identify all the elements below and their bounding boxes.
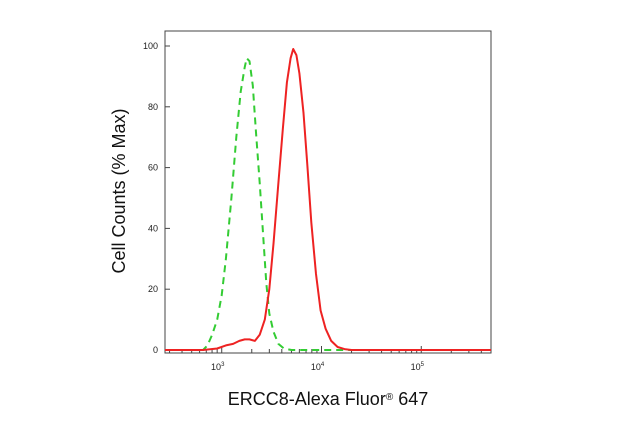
- y-tick-label: 40: [148, 223, 158, 233]
- y-tick-label: 100: [143, 41, 158, 51]
- y-tick-label: 80: [148, 102, 158, 112]
- x-axis-title: ERCC8-Alexa Fluor® 647: [228, 389, 428, 409]
- x-tick-label: 104: [311, 362, 325, 372]
- plot-frame: [164, 30, 492, 354]
- x-tick-label: 105: [411, 362, 425, 372]
- x-axis-title-main: ERCC8-Alexa Fluor: [228, 389, 386, 409]
- y-axis-title: Cell Counts (% Max): [109, 108, 129, 273]
- y-tick-label: 0: [153, 345, 158, 355]
- series-line-1: [165, 57, 491, 351]
- x-axis-title-suffix: 647: [393, 389, 428, 409]
- y-tick-label: 20: [148, 284, 158, 294]
- y-tick-label: 60: [148, 163, 158, 173]
- x-axis-title-mark: ®: [386, 392, 394, 403]
- x-tick-label: 103: [211, 362, 225, 372]
- series-line-2: [165, 48, 491, 351]
